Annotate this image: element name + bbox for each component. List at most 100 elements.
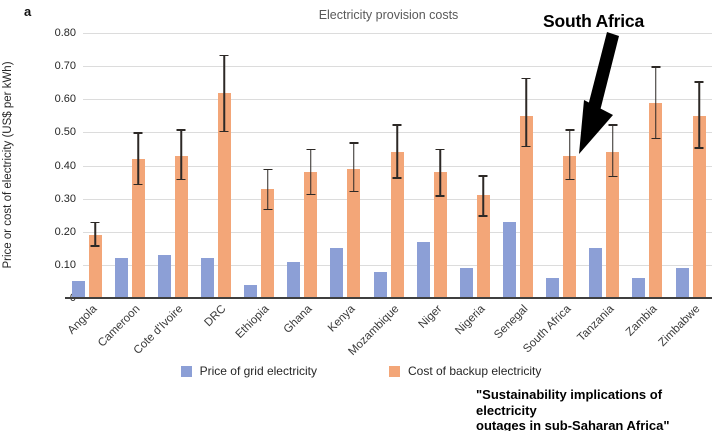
backup-cost-bar [174, 129, 188, 298]
error-bar-part [608, 175, 618, 178]
error-bar-part [565, 129, 575, 131]
bar-group-angola [65, 33, 108, 298]
error-bar [261, 168, 274, 211]
error-bar-part [482, 175, 485, 217]
error-bar-part [310, 148, 312, 196]
y-tick-label: 0.60 [54, 93, 76, 106]
error-bar-part [608, 124, 618, 126]
error-bar-part [396, 124, 398, 179]
bar-group-cote-d-ivoire [151, 33, 194, 298]
grid-price-bar [244, 284, 258, 298]
bar-group-zambia [626, 33, 669, 298]
error-bar-part [90, 245, 100, 247]
annotation-arrow-icon [579, 32, 619, 154]
error-bar [304, 148, 317, 196]
error-bar-part [137, 132, 139, 186]
x-tick-label: Senegal [492, 303, 531, 342]
grid-price-bar [632, 278, 646, 298]
bar-group-nigeria [453, 33, 496, 298]
error-bar-part [90, 221, 100, 224]
x-tick-label: Angola [65, 303, 100, 337]
error-bar-part [263, 168, 273, 171]
bar-group-ethiopia [238, 33, 281, 298]
error-bar-part [612, 124, 614, 178]
error-bar-part [349, 142, 359, 144]
error-bar-part [176, 178, 186, 181]
bar-group-kenya [324, 33, 367, 298]
backup-cost-bar [519, 77, 533, 298]
error-bar [434, 148, 447, 197]
error-bar-part [568, 129, 571, 181]
error-bar [563, 129, 576, 181]
gridline [83, 99, 712, 101]
grid-price-bar [373, 271, 387, 298]
grid-price-bar [546, 278, 560, 298]
error-bar-part [521, 77, 531, 80]
legend-label: Price of grid electricity [199, 364, 317, 378]
error-bar [132, 132, 145, 186]
x-tick-label: Zimbabwe [656, 303, 703, 350]
error-bar-part [353, 142, 355, 192]
x-tick-label: Kenya [326, 303, 358, 335]
legend-item: Price of grid electricity [180, 364, 317, 378]
error-bar-part [223, 54, 226, 133]
legend-label: Cost of backup electricity [407, 364, 542, 378]
y-tick-label: 0.40 [54, 159, 76, 172]
error-bar [649, 66, 662, 139]
error-bar-part [435, 148, 445, 151]
error-bar-part [525, 77, 528, 148]
citation-text: "Sustainability implications of electric… [476, 387, 720, 431]
bar-group-zimbabwe [669, 33, 712, 298]
bar-group-senegal [496, 33, 539, 298]
error-bar [218, 54, 231, 133]
grid-price-bar [502, 221, 516, 298]
bars-layer [65, 33, 712, 298]
backup-cost-bar [433, 148, 447, 298]
error-bar-part [651, 66, 661, 68]
error-bar [347, 142, 360, 192]
error-bar [477, 175, 490, 217]
error-bar [693, 81, 706, 149]
error-bar [391, 124, 404, 179]
grid-price-bar [200, 258, 214, 298]
y-tick-label: 0.80 [54, 27, 76, 39]
annotation-south-africa-label: South Africa [543, 11, 644, 31]
backup-cost-bar [217, 54, 231, 298]
citation-line-1: "Sustainability implications of electric… [476, 387, 663, 418]
bar-group-drc [194, 33, 237, 298]
x-tick-label: Tanzania [575, 303, 617, 345]
error-bar-part [219, 54, 229, 57]
error-bar-part [349, 190, 359, 192]
backup-cost-bar [606, 124, 620, 298]
error-bar [520, 77, 533, 148]
bar-group-ghana [281, 33, 324, 298]
grid-price-bar [71, 281, 85, 298]
error-bar-part [392, 177, 402, 179]
error-bar-part [133, 183, 143, 186]
backup-cost-bar [347, 142, 361, 298]
backup-cost-bar [261, 168, 275, 298]
y-axis-title: Price or cost of electricity (US$ per kW… [2, 61, 14, 269]
legend-item: Cost of backup electricity [388, 364, 542, 378]
y-tick-label: 0.70 [54, 60, 76, 73]
grid-price-bar [416, 241, 430, 298]
error-bar-part [694, 147, 704, 149]
error-bar-part [219, 130, 229, 133]
panel-label: a [24, 4, 32, 19]
legend: Price of grid electricity Cost of backup … [0, 364, 722, 378]
y-tick-label: 0.10 [54, 258, 76, 271]
y-tick-label: 0.20 [54, 225, 76, 238]
y-tick-label: 0.50 [54, 126, 76, 139]
gridline [83, 66, 712, 68]
error-bar-part [651, 137, 661, 139]
grid-price-bar [157, 254, 171, 298]
error-bar-part [306, 193, 316, 196]
y-tick-label: 0.30 [54, 192, 76, 205]
x-tick-label: Nigeria [453, 303, 488, 338]
error-bar [89, 221, 102, 247]
legend-swatch [388, 365, 400, 377]
error-bar-part [439, 148, 441, 197]
bar-group-mozambique [367, 33, 410, 298]
grid-price-bar [114, 258, 128, 298]
